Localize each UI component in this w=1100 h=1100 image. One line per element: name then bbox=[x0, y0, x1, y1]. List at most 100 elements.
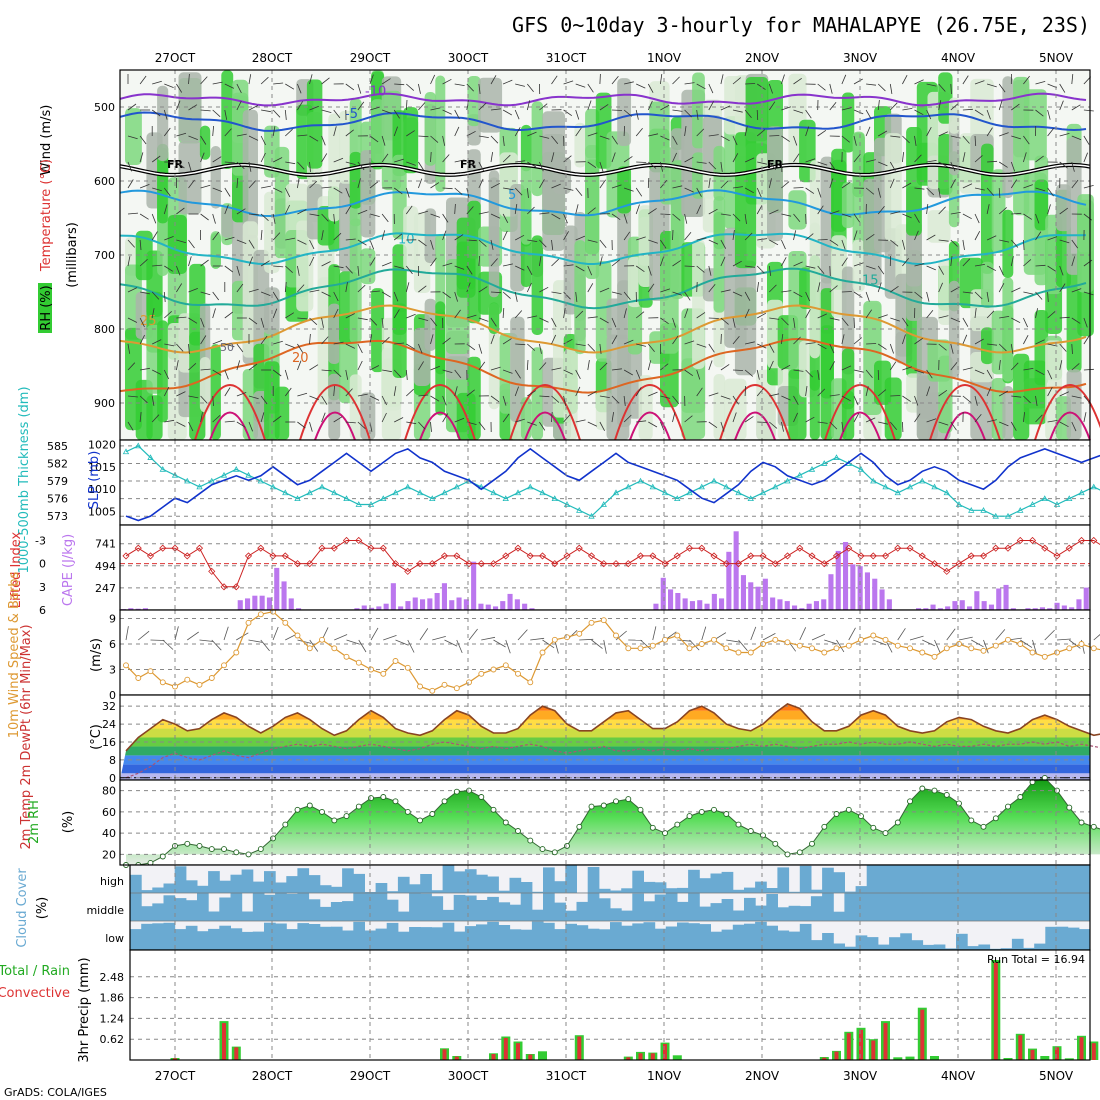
wind-barb bbox=[841, 74, 847, 85]
thickness-point bbox=[637, 477, 644, 484]
rh2m-point bbox=[306, 802, 313, 809]
slp-axis-label: SLP (mb) bbox=[87, 451, 102, 510]
rh2m-point bbox=[539, 846, 546, 853]
wind-barb bbox=[539, 179, 545, 189]
cloud-bar bbox=[632, 893, 644, 921]
wind-barb bbox=[696, 369, 701, 380]
wind-barb bbox=[587, 100, 592, 111]
lifted-index-point bbox=[734, 560, 743, 568]
wind-barb bbox=[950, 103, 959, 111]
thickness-axis-label: 1000-500mb Thickness (dm) bbox=[17, 386, 32, 573]
cloud-bar bbox=[197, 931, 209, 950]
wind-barb bbox=[829, 210, 840, 215]
rh2m-point bbox=[980, 823, 987, 830]
wind-barb bbox=[926, 160, 937, 163]
cloud-bar bbox=[464, 895, 477, 921]
lifted-index-point bbox=[514, 544, 522, 552]
wind-speed-point bbox=[331, 645, 338, 652]
wind-barb bbox=[200, 109, 211, 112]
precip-convective-bar bbox=[846, 1033, 851, 1060]
cloud-bar bbox=[487, 876, 499, 893]
wind-barb bbox=[756, 109, 759, 121]
wind-barb bbox=[381, 213, 389, 223]
rh2m-point bbox=[992, 815, 999, 822]
cape-bar bbox=[886, 599, 892, 610]
rh2m-point bbox=[956, 800, 962, 807]
wind-barb bbox=[902, 182, 912, 189]
wind-barb bbox=[1010, 239, 1019, 248]
precip-convective-bar bbox=[626, 1057, 631, 1060]
wind-barb bbox=[902, 213, 912, 219]
wind-barb bbox=[865, 386, 869, 397]
wind-barb bbox=[369, 317, 378, 326]
cloud-bar bbox=[130, 893, 142, 921]
wind-barb bbox=[236, 421, 246, 428]
wind-barb bbox=[224, 420, 235, 423]
wind-barb bbox=[1011, 395, 1022, 398]
wind-barb bbox=[551, 317, 557, 327]
wind-barb bbox=[333, 369, 342, 377]
wind-barb bbox=[841, 239, 846, 250]
wind-barb bbox=[297, 134, 308, 137]
wind-barb bbox=[599, 421, 605, 431]
wind-barb bbox=[1035, 339, 1045, 345]
wind-barb bbox=[551, 334, 557, 345]
cloud-bar bbox=[610, 890, 622, 893]
wind-barb bbox=[841, 291, 852, 293]
wind-barb bbox=[672, 229, 674, 241]
wind-barb bbox=[333, 416, 343, 423]
wind-barb bbox=[672, 109, 683, 112]
wind-barb bbox=[309, 74, 313, 85]
wind-barb bbox=[151, 414, 160, 423]
thickness-point bbox=[208, 477, 215, 484]
wind-barb bbox=[176, 316, 187, 319]
lifted-index-point bbox=[220, 583, 228, 591]
rh-shade bbox=[478, 77, 503, 133]
wind-barb bbox=[708, 284, 716, 293]
thickness-point bbox=[429, 495, 436, 502]
wind-barb bbox=[563, 308, 566, 319]
thickness-point bbox=[649, 483, 656, 490]
wind-barb bbox=[757, 312, 767, 319]
wind-barb bbox=[478, 421, 486, 431]
wind-barb bbox=[817, 265, 825, 274]
wind-barb bbox=[490, 334, 495, 345]
cloud-bar bbox=[275, 893, 287, 921]
wind-barb bbox=[321, 395, 328, 405]
wind-barb bbox=[419, 628, 429, 641]
top-date-label: 28OCT bbox=[252, 51, 293, 65]
wind-barb bbox=[696, 387, 703, 397]
wind-barb bbox=[841, 317, 849, 326]
wind-barb bbox=[1083, 109, 1094, 112]
wind-barb bbox=[490, 291, 502, 294]
temperature-contour-label: 10 bbox=[398, 233, 415, 248]
wind-barb bbox=[1010, 343, 1014, 354]
cloud-bar bbox=[431, 896, 444, 921]
wind-barb bbox=[938, 187, 941, 198]
lifted-index-point bbox=[416, 560, 424, 568]
wind-speed-point bbox=[159, 679, 166, 686]
wind-barb bbox=[817, 369, 820, 380]
cape-bar bbox=[529, 608, 535, 610]
wind-barb bbox=[333, 385, 335, 397]
wind-barb bbox=[490, 182, 500, 189]
warm-contour bbox=[929, 384, 1001, 441]
wind-barb bbox=[176, 207, 185, 215]
wind-barb bbox=[224, 343, 235, 348]
cape-bar bbox=[266, 597, 272, 610]
wind-barb bbox=[817, 313, 827, 319]
wind-barb bbox=[176, 421, 186, 427]
hot-contour bbox=[944, 411, 986, 441]
rh-shade bbox=[948, 97, 960, 134]
wind-barb bbox=[836, 639, 845, 653]
wind-barb bbox=[922, 639, 936, 647]
wind-barb bbox=[769, 209, 779, 215]
wind-barb bbox=[648, 161, 657, 169]
wind-barb bbox=[877, 369, 880, 381]
thickness-point bbox=[894, 489, 901, 496]
wind-barb bbox=[1035, 291, 1043, 300]
wind-barb bbox=[853, 369, 864, 373]
wind-barb bbox=[212, 369, 222, 376]
wind-barb bbox=[297, 161, 305, 170]
